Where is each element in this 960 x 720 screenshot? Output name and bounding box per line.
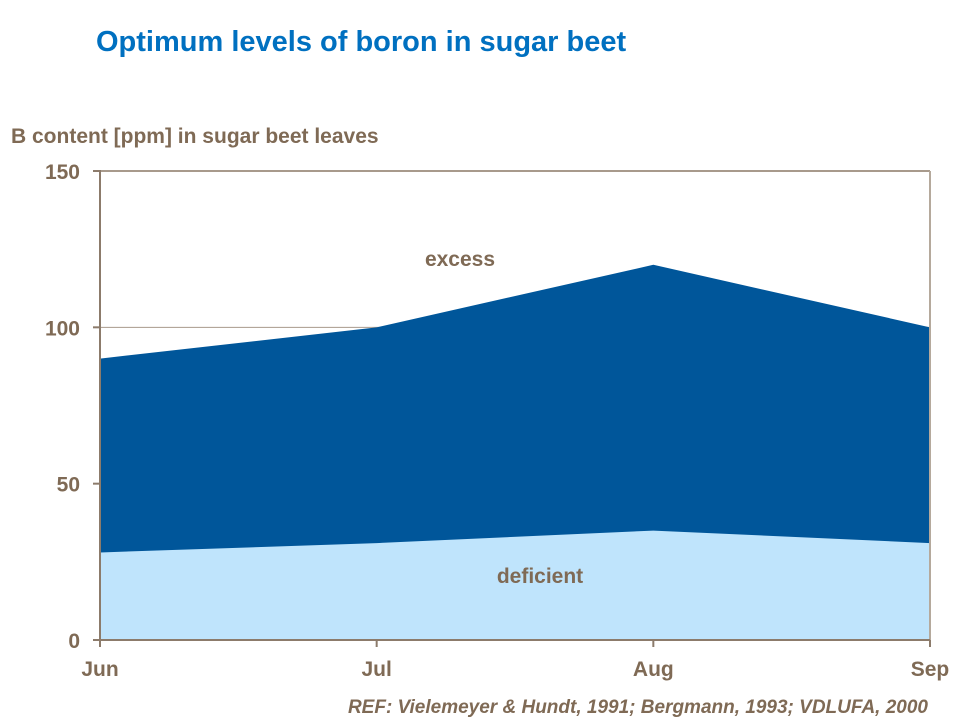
x-tick-label: Jun bbox=[81, 658, 118, 681]
area-series-deficient bbox=[100, 530, 930, 640]
region-label-excess: excess bbox=[425, 248, 495, 271]
y-tick-label: 0 bbox=[68, 630, 80, 653]
region-label-deficient: deficient bbox=[497, 565, 583, 588]
chart-title: Optimum levels of boron in sugar beet bbox=[96, 26, 627, 58]
reference-note: REF: Vielemeyer & Hundt, 1991; Bergmann,… bbox=[347, 697, 928, 718]
y-tick-label: 50 bbox=[57, 474, 80, 497]
y-tick-label: 100 bbox=[45, 317, 80, 340]
x-tick-label: Jul bbox=[361, 658, 391, 681]
y-tick-label: 150 bbox=[45, 161, 80, 184]
x-tick-label: Aug bbox=[633, 658, 674, 681]
x-tick-label: Sep bbox=[911, 658, 950, 681]
y-axis-label: B content [ppm] in sugar beet leaves bbox=[11, 125, 379, 148]
